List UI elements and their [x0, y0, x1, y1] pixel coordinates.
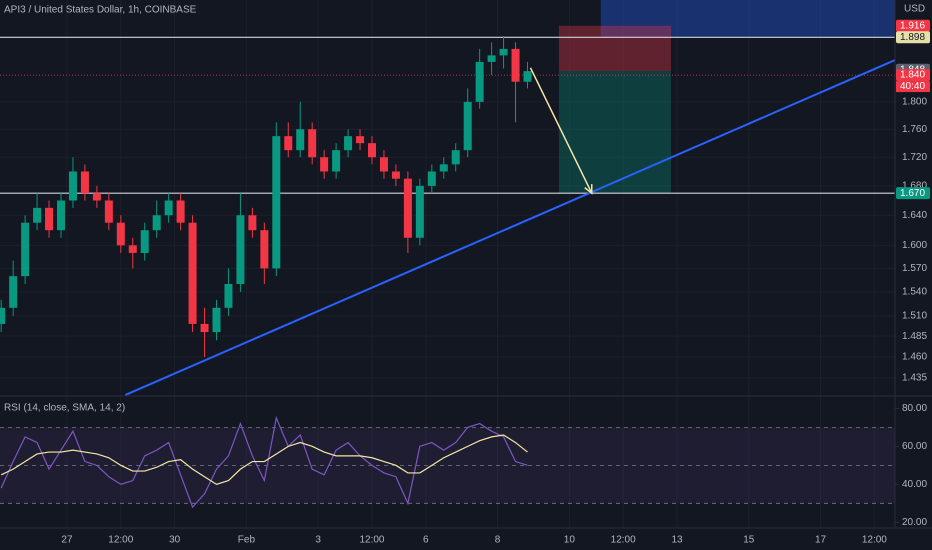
candle-body	[57, 200, 66, 231]
candle-body	[33, 207, 42, 223]
y-tick-label: 1.600	[902, 240, 927, 251]
candle-body	[475, 61, 484, 102]
rsi-tick-label: 40.00	[902, 479, 927, 490]
candle-body	[439, 164, 448, 172]
candle-body	[296, 129, 305, 151]
candle-body	[68, 171, 77, 201]
candle-body	[92, 193, 101, 201]
price-label: 1.840	[900, 70, 925, 81]
x-tick-label: 8	[495, 535, 501, 546]
y-tick-label: 1.680	[902, 181, 927, 192]
x-tick-label: 15	[743, 535, 755, 546]
candle-body	[320, 157, 329, 172]
candle-body	[140, 230, 149, 253]
x-tick-label: 3	[315, 535, 321, 546]
x-tick-label: Feb	[238, 535, 256, 546]
price-label: 1.898	[900, 32, 925, 43]
candle-body	[379, 157, 388, 172]
candle-body	[367, 143, 376, 158]
y-tick-label: 1.435	[902, 373, 927, 384]
target-zone	[558, 71, 672, 194]
candle-body	[9, 276, 18, 308]
arrow-head	[584, 184, 593, 195]
y-tick-label: 1.800	[902, 97, 927, 108]
y-tick-label: 1.485	[902, 331, 927, 342]
candle-body	[176, 200, 185, 223]
y-tick-label: 1.510	[902, 310, 927, 321]
candle-body	[308, 129, 317, 158]
candle-body	[21, 222, 30, 277]
candle-body	[332, 150, 341, 172]
y-tick-label: 1.540	[902, 287, 927, 298]
candle-body	[164, 200, 173, 216]
chart-title: API3 / United States Dollar, 1h, COINBAS…	[4, 5, 197, 16]
y-tick-label: 1.720	[902, 152, 927, 163]
stop-zone	[558, 25, 672, 72]
x-tick-label: 30	[169, 535, 181, 546]
rsi-label: RSI (14, close, SMA, 14, 2)	[4, 403, 125, 414]
candle-body	[511, 48, 520, 82]
candle-body	[236, 215, 245, 285]
x-tick-label: 6	[423, 535, 429, 546]
candle-body	[152, 215, 161, 231]
candle-body	[116, 222, 125, 246]
candle-body	[463, 101, 472, 151]
candle-body	[523, 71, 532, 82]
x-tick-label: 10	[564, 535, 576, 546]
candle-body	[128, 245, 137, 253]
candle-body	[415, 185, 424, 238]
currency: USD	[904, 4, 925, 15]
x-tick-label: 13	[671, 535, 683, 546]
candle-body	[224, 284, 233, 308]
price-label-bg	[896, 19, 930, 32]
price-label-bg	[896, 31, 930, 44]
y-tick-label: 1.640	[902, 210, 927, 221]
countdown: 40:40	[900, 81, 925, 92]
price-label-bg	[896, 69, 930, 82]
candle-body	[200, 323, 209, 333]
price-label-bg	[896, 187, 930, 200]
arrow	[529, 67, 593, 194]
y-tick-label: 1.460	[902, 352, 927, 363]
candle-body	[356, 136, 365, 144]
candle-body	[104, 200, 113, 223]
rsi-ma-line	[0, 434, 528, 485]
x-tick-label: 17	[815, 535, 827, 546]
candle-body	[188, 222, 197, 324]
candle-body	[284, 136, 293, 151]
candle-body	[427, 171, 436, 186]
countdown-bg	[896, 81, 930, 93]
x-tick-label: 12:00	[862, 535, 887, 546]
candle-body	[487, 55, 496, 62]
candle-body	[451, 150, 460, 165]
y-tick-label: 1.760	[902, 124, 927, 135]
x-tick-label: 12:00	[611, 535, 636, 546]
candle-body	[499, 48, 508, 56]
candle-body	[272, 136, 281, 269]
candle-body	[248, 215, 257, 231]
candle-body	[0, 307, 6, 324]
rsi-tick-label: 20.00	[902, 517, 927, 528]
drawing-box	[600, 0, 896, 38]
rsi-tick-label: 60.00	[902, 441, 927, 452]
candle-body	[212, 307, 221, 333]
price-label: 1.916	[900, 20, 925, 31]
rsi-line	[0, 415, 528, 509]
candle-body	[45, 207, 54, 231]
x-tick-label: 27	[61, 535, 73, 546]
trend-line	[124, 59, 896, 396]
y-tick-label: 1.570	[902, 263, 927, 274]
x-tick-label: 12:00	[359, 535, 384, 546]
candle-body	[344, 136, 353, 151]
candle-body	[260, 230, 269, 269]
candle-body	[403, 178, 412, 238]
rsi-tick-label: 80.00	[902, 403, 927, 414]
x-tick-label: 12:00	[108, 535, 133, 546]
candle-body	[391, 171, 400, 179]
price-label: 1.670	[900, 188, 925, 199]
candle-body	[80, 171, 89, 194]
